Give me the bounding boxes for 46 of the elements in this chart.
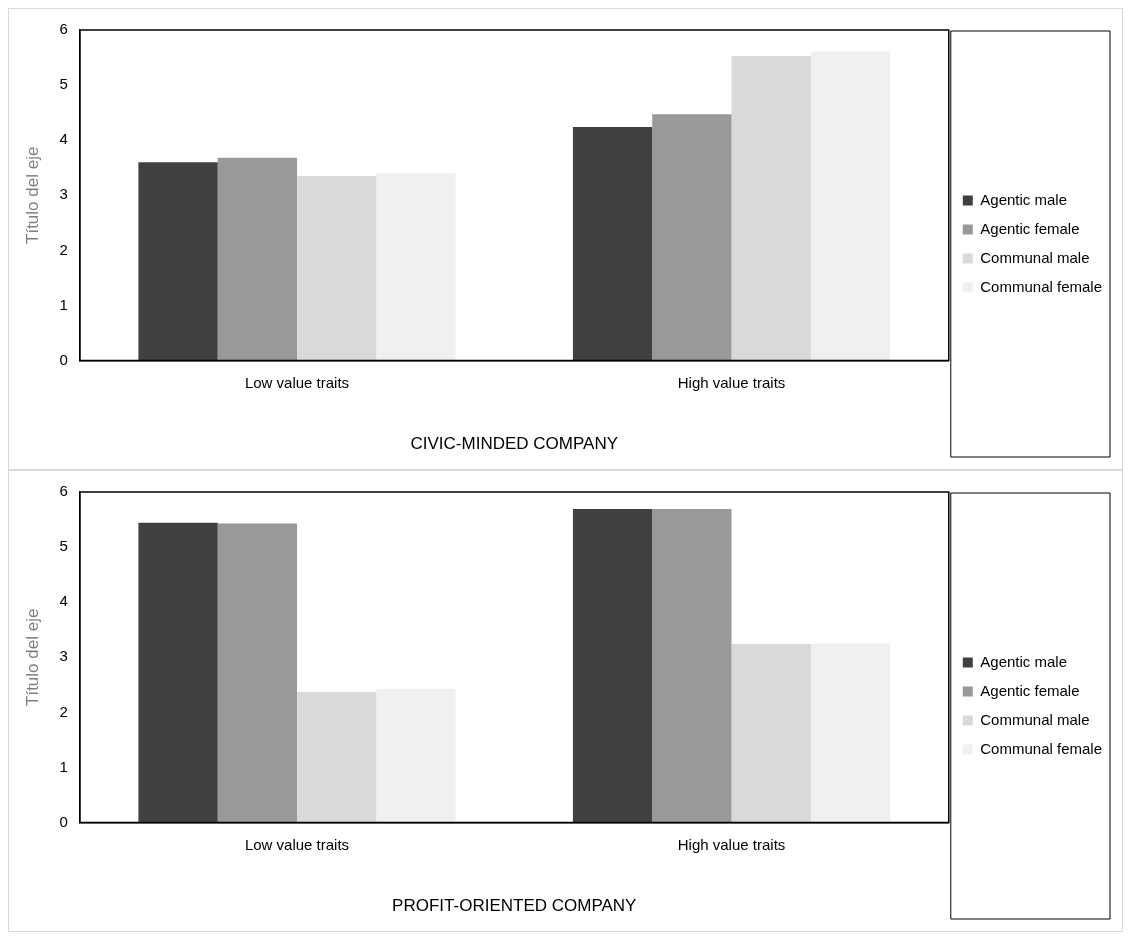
y-tick-label: 6 — [59, 20, 68, 38]
bar — [138, 162, 218, 361]
legend-label: Agentic female — [980, 219, 1080, 237]
bar — [297, 176, 377, 361]
x-tick-label: High value traits — [677, 373, 786, 391]
bar — [810, 643, 891, 823]
legend-label: Communal male — [980, 248, 1090, 266]
bar — [652, 114, 732, 361]
bar — [376, 173, 456, 361]
bar — [572, 126, 653, 361]
y-axis-title: Título del eje — [22, 146, 42, 244]
y-tick-label: 4 — [59, 592, 68, 610]
y-tick-label: 1 — [59, 757, 68, 775]
y-tick-label: 0 — [59, 812, 68, 830]
bar — [572, 509, 653, 823]
y-axis-title: Título del eje — [22, 608, 42, 706]
bar — [731, 55, 811, 361]
x-tick-label: Low value traits — [244, 373, 350, 391]
y-tick-label: 2 — [59, 702, 68, 720]
y-tick-label: 3 — [59, 185, 68, 203]
legend-label: Agentic male — [980, 190, 1067, 208]
legend-label: Agentic male — [980, 652, 1067, 670]
x-axis-title: CIVIC-MINDED COMPANY — [410, 434, 619, 454]
x-tick-label: High value traits — [677, 835, 786, 853]
legend-label: Communal female — [980, 739, 1102, 757]
bar — [810, 51, 891, 361]
y-tick-label: 6 — [59, 482, 68, 500]
bar — [217, 157, 297, 361]
y-tick-label: 2 — [59, 240, 68, 258]
legend-label: Communal male — [980, 710, 1090, 728]
y-tick-label: 5 — [59, 537, 68, 555]
y-tick-label: 4 — [59, 130, 68, 148]
bar — [138, 522, 218, 823]
bar — [652, 509, 732, 823]
bar — [217, 523, 297, 823]
y-tick-label: 3 — [59, 647, 68, 665]
y-tick-label: 5 — [59, 75, 68, 93]
bar — [731, 644, 811, 823]
y-tick-label: 1 — [59, 295, 68, 313]
legend-label: Communal female — [980, 277, 1102, 295]
x-tick-label: Low value traits — [244, 835, 350, 853]
x-axis-title: PROFIT-ORIENTED COMPANY — [392, 896, 637, 916]
bar — [376, 688, 456, 823]
bar — [297, 692, 377, 823]
legend-label: Agentic female — [980, 681, 1080, 699]
y-tick-label: 0 — [59, 350, 68, 368]
